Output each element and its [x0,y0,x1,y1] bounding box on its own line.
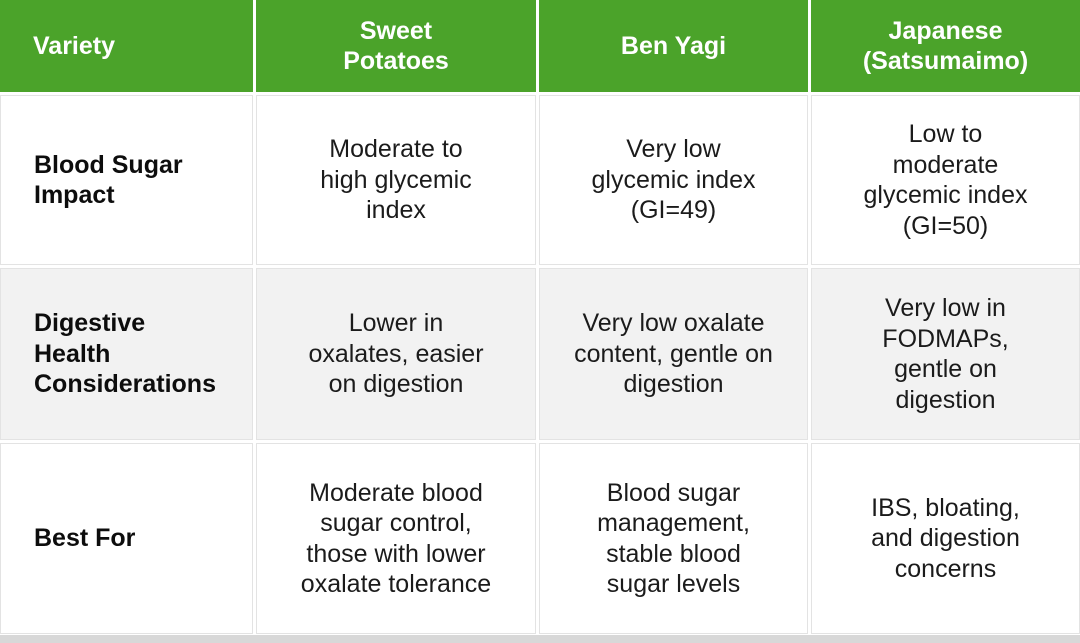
header-cell-japanese-satsumaimo: Japanese (Satsumaimo) [811,0,1080,92]
bottom-edge-strip [0,635,1080,643]
header-cell-ben-yagi: Ben Yagi [539,0,808,92]
row-label-best-for: Best For [0,443,253,634]
table-cell-japanese-blood-sugar: Low to moderate glycemic index (GI=50) [811,95,1080,265]
table-cell-ben-yagi-best-for: Blood sugar management, stable blood sug… [539,443,808,634]
header-cell-sweet-potatoes: Sweet Potatoes [256,0,536,92]
table-cell-ben-yagi-digestive: Very low oxalate content, gentle on dige… [539,268,808,440]
header-cell-variety: Variety [0,0,253,92]
table-cell-japanese-digestive: Very low in FODMAPs, gentle on digestion [811,268,1080,440]
row-label-blood-sugar-impact: Blood Sugar Impact [0,95,253,265]
table-cell-sweet-potatoes-blood-sugar: Moderate to high glycemic index [256,95,536,265]
table-cell-ben-yagi-blood-sugar: Very low glycemic index (GI=49) [539,95,808,265]
row-label-digestive-health: Digestive Health Considerations [0,268,253,440]
table-cell-japanese-best-for: IBS, bloating, and digestion concerns [811,443,1080,634]
table-cell-sweet-potatoes-best-for: Moderate blood sugar control, those with… [256,443,536,634]
table-cell-sweet-potatoes-digestive: Lower in oxalates, easier on digestion [256,268,536,440]
